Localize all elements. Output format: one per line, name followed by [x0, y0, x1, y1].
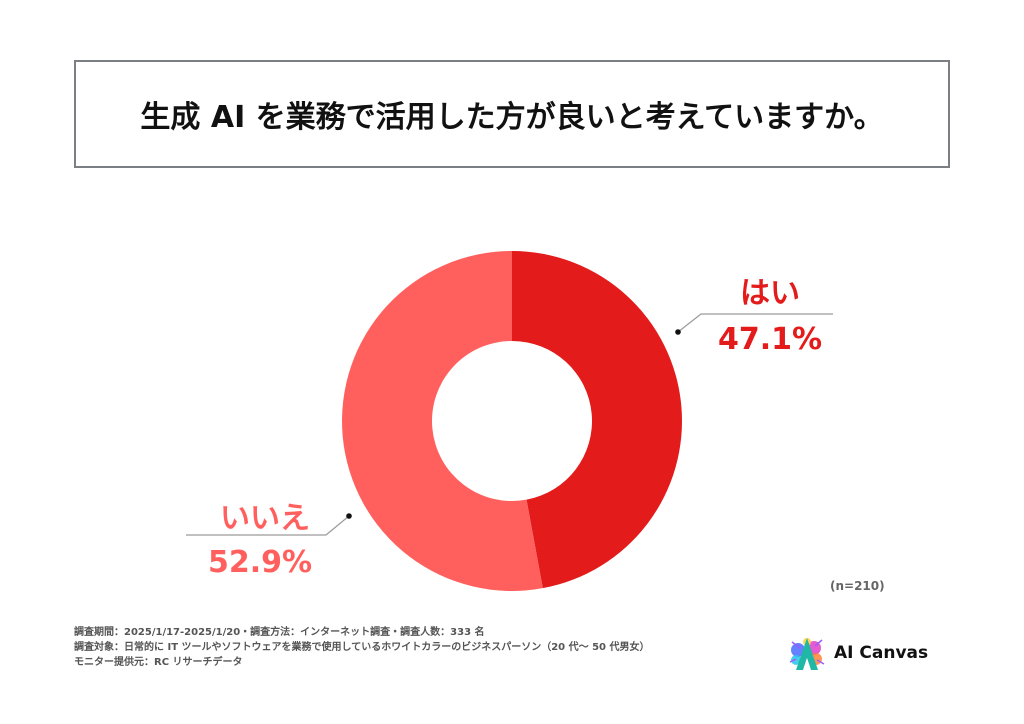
- slice-value-yes: 47.1%: [717, 322, 823, 357]
- leader-line-yes-dot: [675, 329, 681, 335]
- slice-label-yes: はい: [740, 276, 800, 311]
- leader-line-yes: [677, 313, 833, 333]
- sample-size-label: (n=210): [830, 579, 885, 593]
- donut-slice-yes: [512, 251, 683, 589]
- paint-splash-a-icon: [789, 637, 825, 670]
- chart-title: 生成 AI を業務で活用した方が良いと考えていますか。: [140, 100, 884, 135]
- slice-label-no: いいえ: [220, 501, 310, 536]
- donut-slice-no: [342, 251, 543, 591]
- footnote-period: 調査期間：2025/1/17-2025/1/20・調査方法：インターネット調査・…: [74, 627, 485, 638]
- title-box: 生成 AI を業務で活用した方が良いと考えていますか。: [74, 60, 950, 168]
- logo-text: AI Canvas: [834, 642, 929, 663]
- slice-value-no: 52.9%: [207, 545, 313, 580]
- footnote-target: 調査対象：日常的に IT ツールやソフトウェアを業務で使用しているホワイトカラー…: [74, 642, 650, 653]
- survey-footnotes: 調査期間：2025/1/17-2025/1/20・調査方法：インターネット調査・…: [74, 625, 649, 670]
- leader-line-no: [186, 515, 350, 536]
- leader-line-no-dot: [346, 513, 352, 519]
- footnote-source: モニター提供元：RC リサーチデータ: [74, 657, 243, 668]
- ai-canvas-logo: AI Canvas: [786, 630, 928, 675]
